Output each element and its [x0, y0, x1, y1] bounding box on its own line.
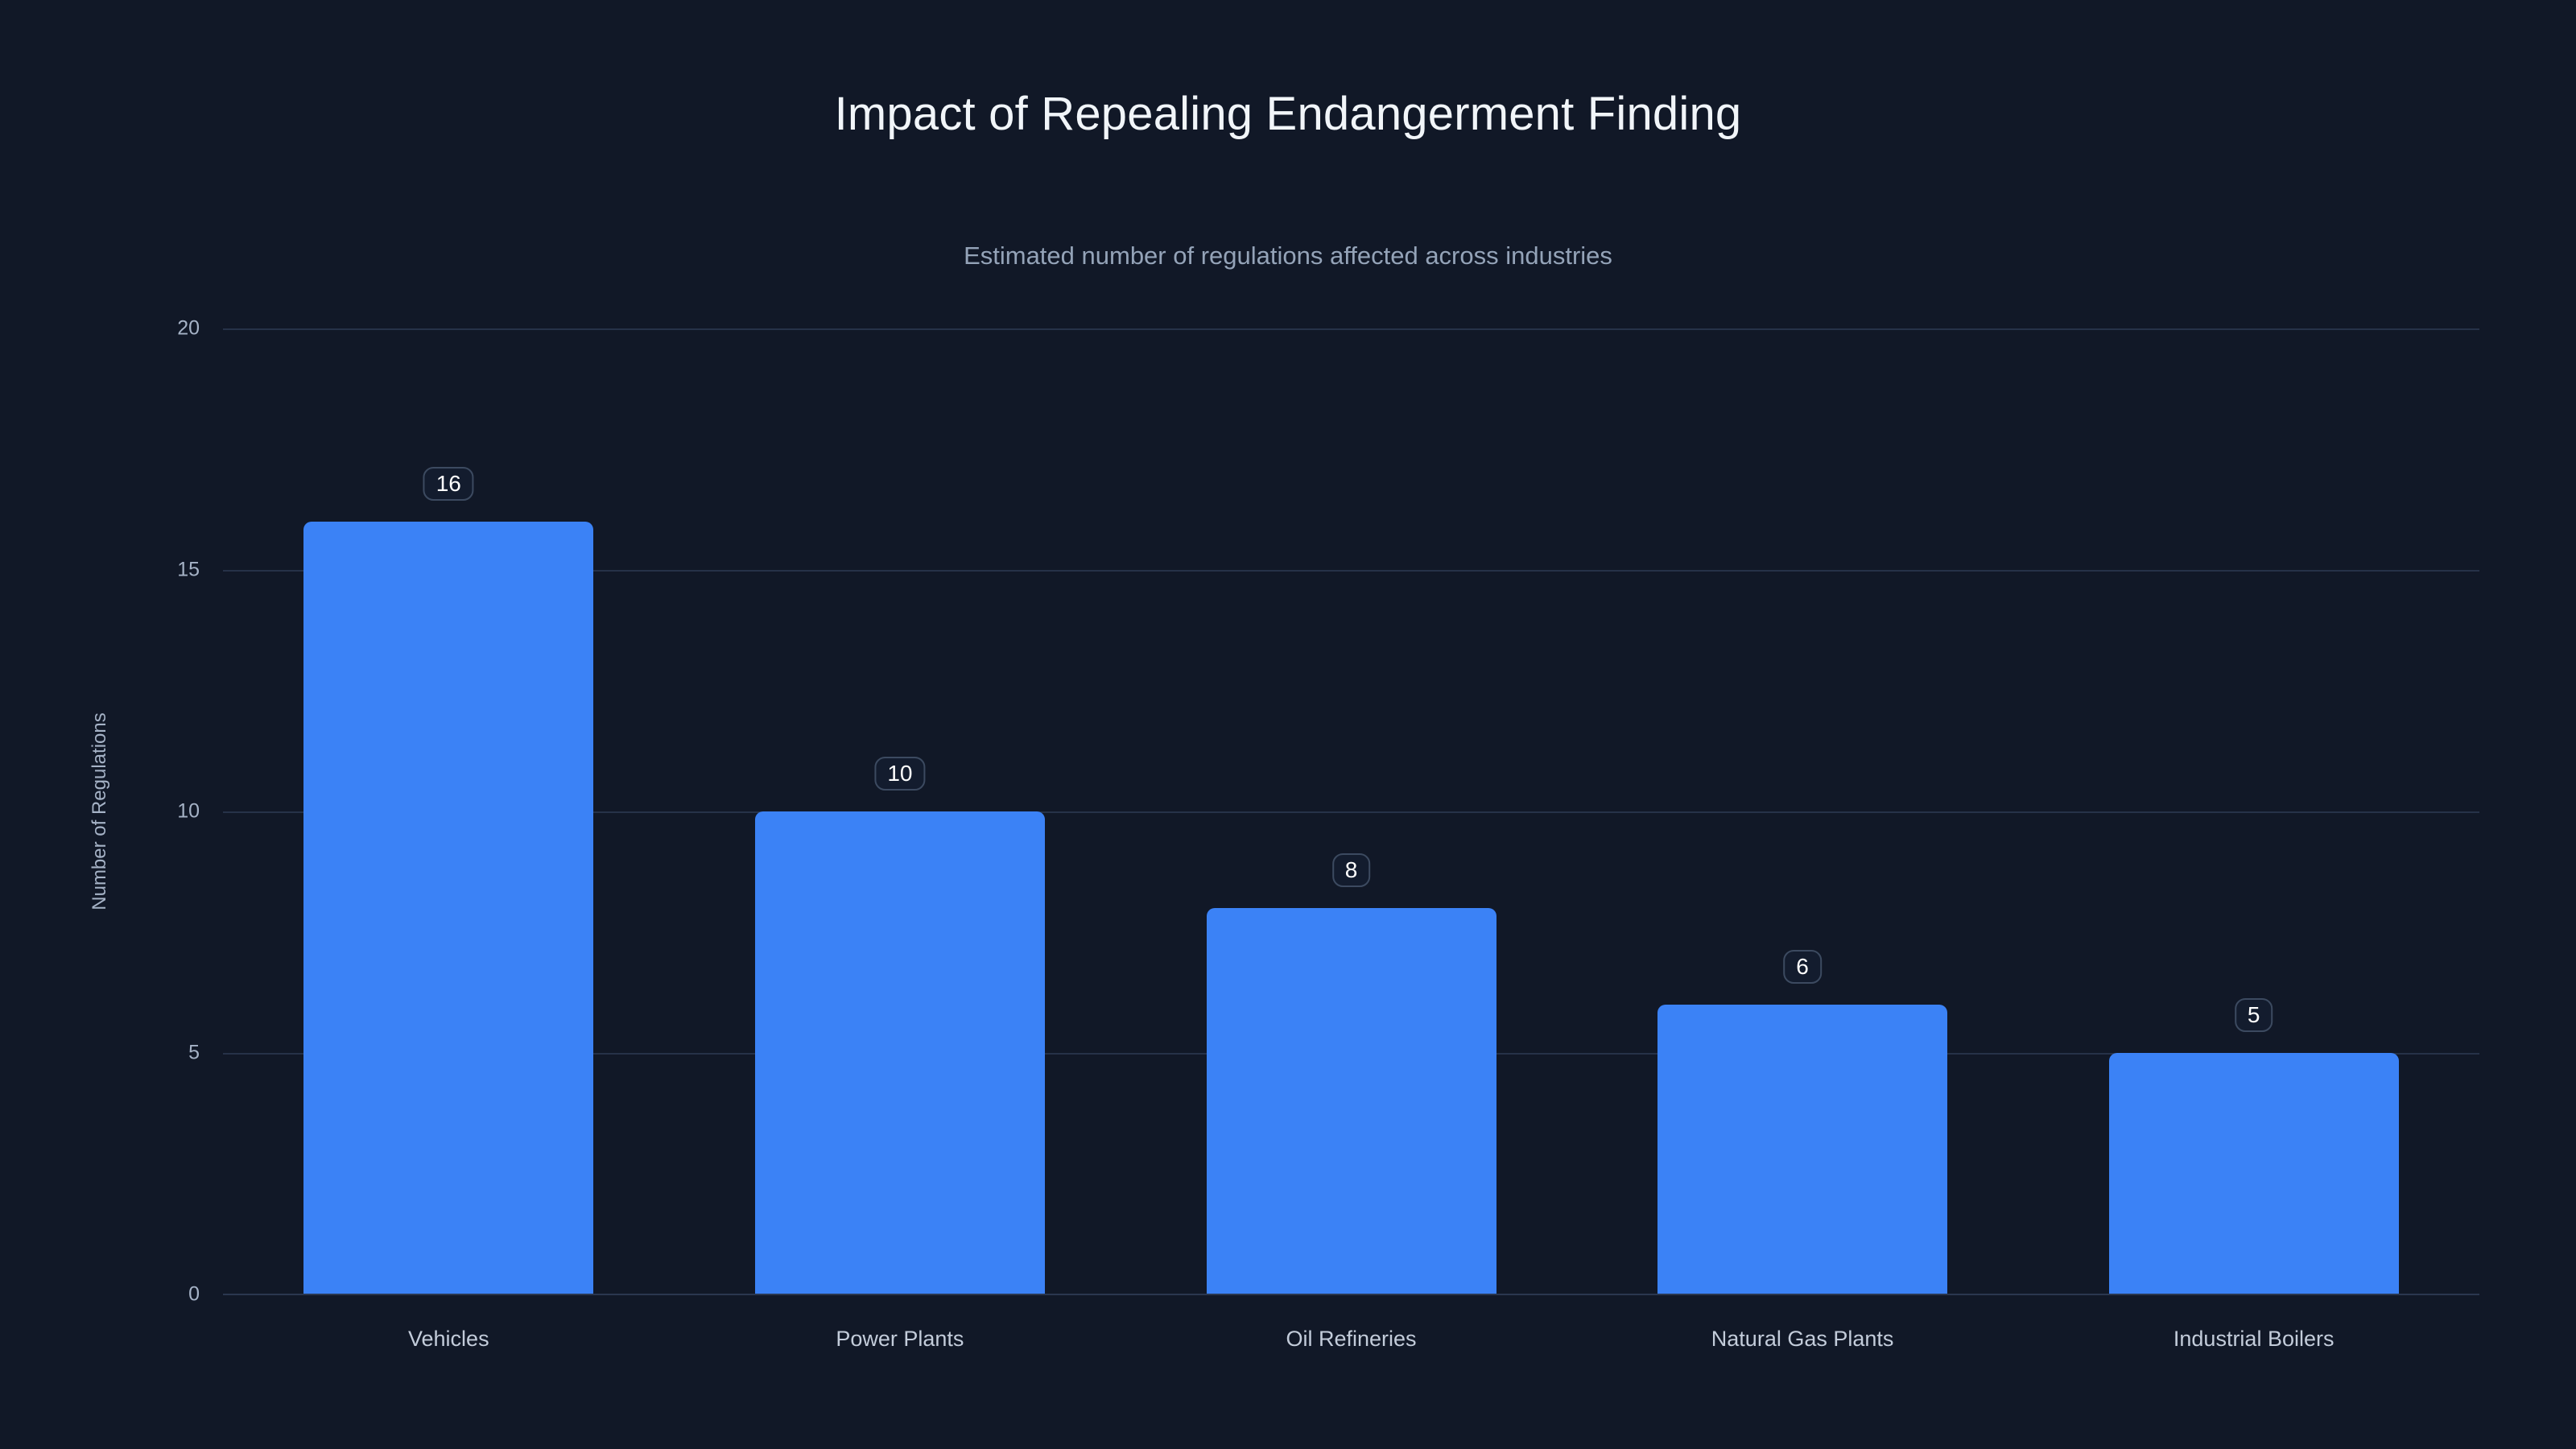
y-axis-tick-label: 20	[177, 316, 200, 340]
x-axis-tick-label: Industrial Boilers	[2173, 1327, 2334, 1351]
y-axis-tick-labels: 0 5 10 15 20	[0, 317, 200, 1306]
bar[interactable]	[2108, 1053, 2399, 1294]
bar[interactable]	[754, 811, 1045, 1294]
bar[interactable]	[1206, 908, 1496, 1294]
plot-area	[223, 328, 2479, 1294]
x-axis-tick-label: Vehicles	[408, 1327, 489, 1351]
bar-value-label: 6	[1783, 950, 1822, 984]
bar-value-label: 10	[874, 757, 926, 791]
x-axis-tick-label: Power Plants	[836, 1327, 964, 1351]
gridline	[223, 570, 2479, 572]
bar-value-label: 5	[2234, 998, 2273, 1032]
bar[interactable]	[303, 522, 594, 1294]
gridline	[223, 811, 2479, 813]
y-axis-tick-label: 10	[177, 799, 200, 823]
y-axis-tick-label: 5	[188, 1041, 200, 1064]
gridline	[223, 328, 2479, 330]
y-axis-tick-label: 0	[188, 1282, 200, 1306]
x-axis-tick-label: Oil Refineries	[1286, 1327, 1417, 1351]
x-axis-line	[223, 1294, 2479, 1295]
x-axis-tick-label: Natural Gas Plants	[1711, 1327, 1894, 1351]
bar[interactable]	[1657, 1005, 1948, 1294]
bar-value-label: 16	[423, 467, 474, 501]
bar-value-label: 8	[1331, 853, 1371, 887]
y-axis-tick-label: 15	[177, 558, 200, 581]
chart-subtitle: Estimated number of regulations affected…	[964, 242, 1612, 270]
chart-title: Impact of Repealing Endangerment Finding	[834, 88, 1742, 140]
